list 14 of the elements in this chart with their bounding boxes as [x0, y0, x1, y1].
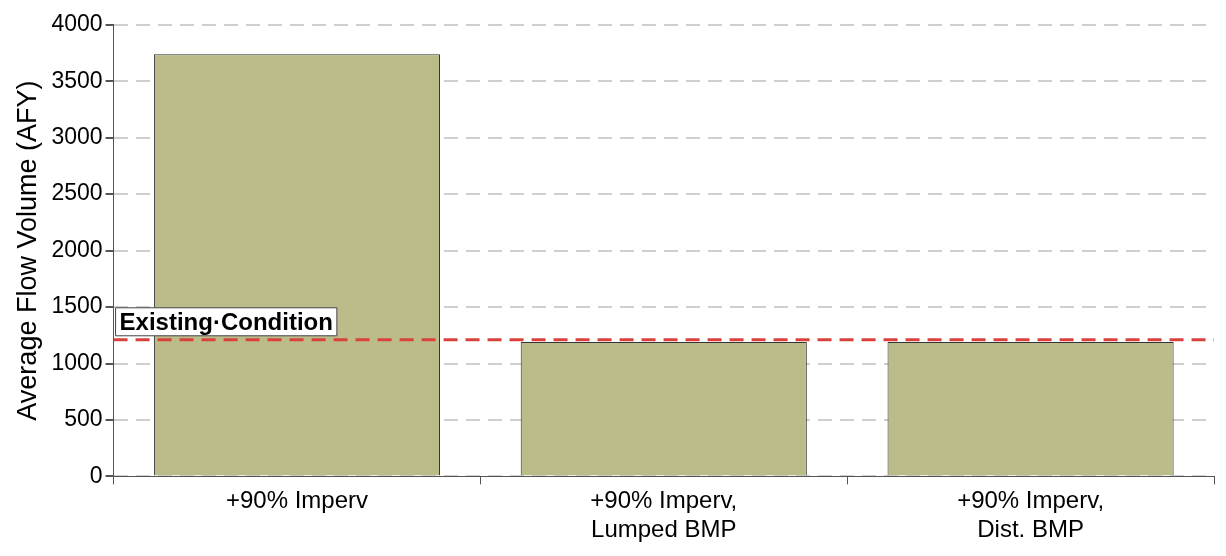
y-tick-label: 500: [64, 405, 103, 432]
x-tick-label: +90% Imperv, Dist. BMP: [957, 486, 1105, 543]
y-tick-label: 1000: [51, 348, 103, 375]
y-tick-label: 0: [89, 461, 103, 488]
y-tick-label: 2000: [51, 235, 103, 262]
x-tick-label: +90% Imperv: [225, 486, 369, 514]
y-tick-label: 1500: [51, 292, 103, 319]
ref-line-label: Existing·Condition: [119, 307, 333, 335]
x-tick-label: +90% Imperv, Lumped BMP: [590, 486, 738, 543]
y-tick-label: 4000: [51, 10, 103, 37]
y-axis-title: Average Flow Volume (AFY): [11, 80, 42, 421]
y-tick-label: 3500: [51, 66, 103, 93]
y-tick-label: 3000: [51, 123, 103, 150]
y-tick-label: 2500: [51, 179, 103, 206]
